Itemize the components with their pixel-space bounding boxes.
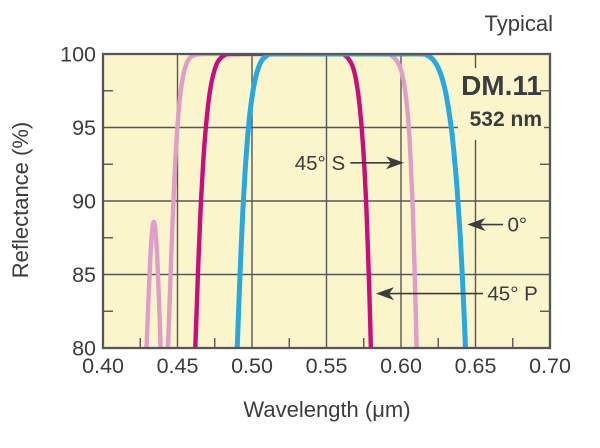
tick-labels: 0.40 0.45 0.50 0.55 0.60 0.65 0.70 80 85 90 95 100 xyxy=(60,43,571,379)
annotation-arrowhead-2 xyxy=(376,287,394,301)
x-tick-label-0.45: 0.45 xyxy=(157,354,199,378)
x-axis-title: Wavelength (μm) xyxy=(243,397,411,422)
annotation-label-0: 45° S xyxy=(295,152,345,175)
y-tick-label-90: 90 xyxy=(72,190,96,214)
x-tick-label-0.55: 0.55 xyxy=(306,354,348,378)
curves xyxy=(144,54,468,348)
y-tick-label-80: 80 xyxy=(72,337,96,361)
x-tick-label-0.50: 0.50 xyxy=(231,354,273,378)
y-axis-title: Reflectance (%) xyxy=(8,121,33,279)
grid xyxy=(103,54,550,348)
annotation-label-2: 45° P xyxy=(487,283,537,306)
annotation-label-1: 0° xyxy=(508,214,528,237)
y-tick-label-85: 85 xyxy=(72,263,96,287)
product-model-label: DM.11 xyxy=(461,70,542,101)
annotation-arrowhead-1 xyxy=(467,218,486,231)
annotations: 45° S 0° 45° P xyxy=(295,152,538,306)
y-tick-label-100: 100 xyxy=(60,43,96,67)
plot-frame xyxy=(101,52,552,350)
annotation-arrowhead-0 xyxy=(386,156,404,170)
curve-45s xyxy=(144,54,419,348)
x-tick-label-0.70: 0.70 xyxy=(529,354,571,378)
curve-0deg xyxy=(234,54,468,348)
y-tick-label-95: 95 xyxy=(72,116,96,140)
x-tick-label-0.60: 0.60 xyxy=(380,354,422,378)
product-wavelength-label: 532 nm xyxy=(469,108,542,131)
curve-45p xyxy=(193,54,374,348)
x-tick-label-0.40: 0.40 xyxy=(82,354,124,378)
x-tick-label-0.65: 0.65 xyxy=(455,354,497,378)
typical-note: Typical xyxy=(484,11,553,36)
